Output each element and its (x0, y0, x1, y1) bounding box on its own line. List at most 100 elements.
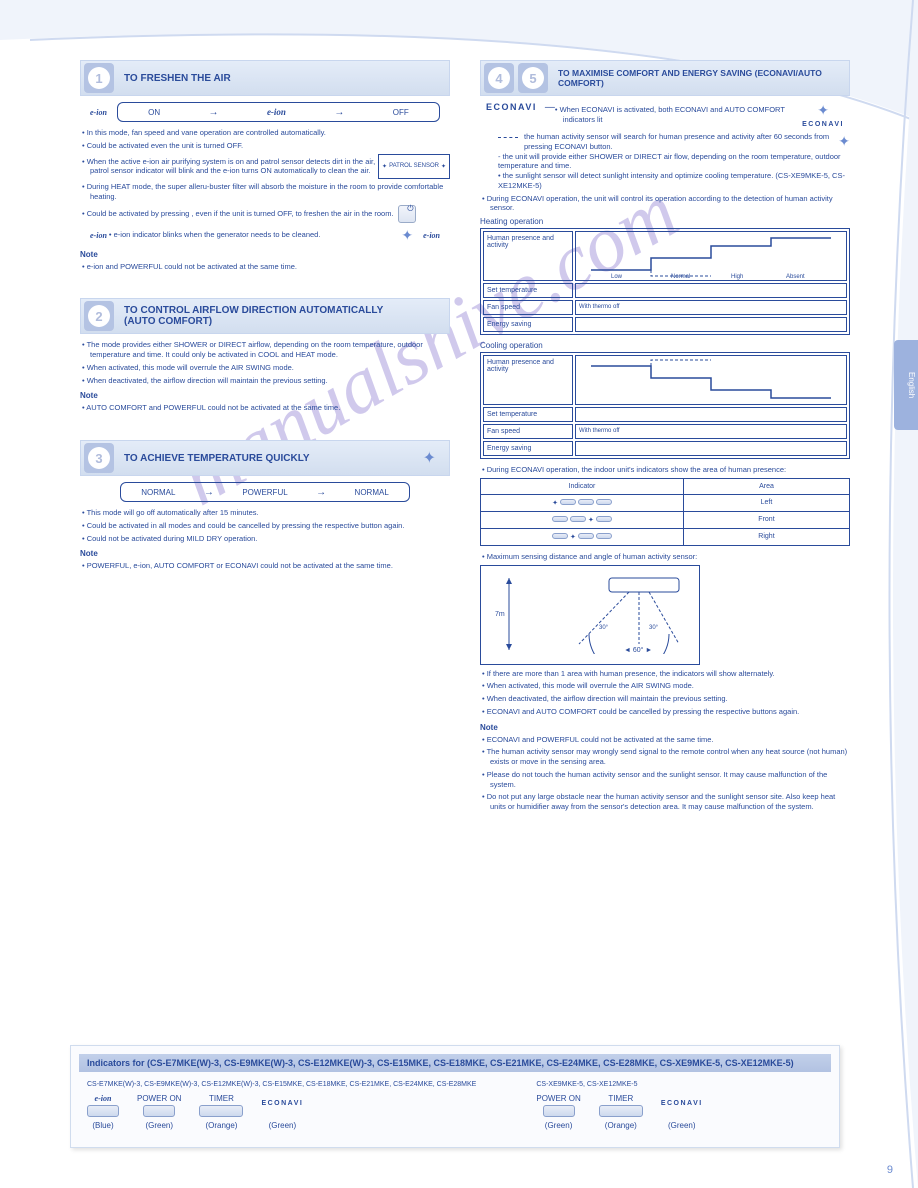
area-table: IndicatorArea ✦ Left ✦ Front ✦ Right (480, 478, 850, 546)
bg-curve-side (858, 0, 918, 1188)
sec3-b2: Could be activated in all modes and coul… (90, 521, 450, 531)
sec1-b5: Could be activated by pressing , even if… (90, 209, 394, 219)
sec3-b3: Could not be activated during MILD DRY o… (90, 534, 450, 544)
led-icon (199, 1105, 243, 1117)
sec4-b9: When activated, this mode will overrule … (490, 681, 850, 691)
svg-text:◄ 60° ►: ◄ 60° ► (624, 646, 652, 654)
sec4-n4: Do not put any large obstacle near the h… (490, 792, 850, 812)
svg-text:Low: Low (611, 274, 623, 280)
section-4-number: 4 (488, 67, 510, 89)
sec4-n3: Please do not touch the human activity s… (490, 770, 850, 790)
sec2-b3: When deactivated, the airflow direction … (90, 376, 450, 386)
sec1-b6: e-ion indicator blinks when the generato… (117, 230, 391, 240)
power-button-icon (398, 205, 416, 223)
cooling-chart: Human presence and activity Set temperat… (480, 352, 850, 459)
led-icon (87, 1105, 119, 1117)
heat-head: Heating operation (480, 217, 850, 226)
footer-indicators-panel: Indicators for (CS-E7MKE(W)-3, CS-E9MKE(… (70, 1045, 840, 1148)
svg-text:30°: 30° (649, 625, 659, 631)
cycle-off: OFF (393, 108, 409, 117)
e-ion-logo: e-ion (90, 108, 107, 117)
svg-text:30°: 30° (599, 625, 609, 631)
powerful-cycle: NORMAL → POWERFUL → NORMAL (120, 482, 410, 502)
sec2-b2: When activated, this mode will overrule … (90, 363, 450, 373)
row-energy: Energy saving (483, 317, 573, 332)
sec3-b1: This mode will go off automatically afte… (90, 508, 450, 518)
sec1-b3: When the active e-ion air purifying syst… (90, 157, 378, 177)
sec1-n1: e-ion and POWERFUL could not be activate… (90, 262, 450, 272)
section-2-number: 2 (88, 305, 110, 327)
sec3-n1: POWERFUL, e-ion, AUTO COMFORT or ECONAVI… (90, 561, 450, 571)
arrow-icon: → (316, 487, 326, 498)
svg-text:Normal: Normal (671, 274, 690, 280)
sec2-b1: The mode provides either SHOWER or DIREC… (90, 340, 450, 360)
sec1-b1: In this mode, fan speed and vane operati… (90, 128, 450, 138)
sec1-note-head: Note (80, 250, 450, 259)
section-3-title: TO ACHIEVE TEMPERATURE QUICKLY (124, 453, 423, 464)
sec4-b8: If there are more than 1 area with human… (490, 669, 850, 679)
footer-left: CS-E7MKE(W)-3, CS-E9MKE(W)-3, CS-E12MKE(… (87, 1080, 476, 1131)
heating-chart: Human presence and activity Low Normal H… (480, 228, 850, 335)
cycle-c: NORMAL (355, 488, 389, 497)
blink-led-icon: ✦ (401, 227, 413, 244)
patrol-sensor-badge: ✦PATROL SENSOR✦ (378, 154, 450, 180)
svg-text:Absent: Absent (786, 274, 805, 280)
sec4-b11: ECONAVI and AUTO COMFORT could be cancel… (490, 707, 850, 717)
sec4-b10: When deactivated, the airflow direction … (490, 694, 850, 704)
sec4-b2: the human activity sensor will search fo… (524, 132, 832, 152)
led-icon (543, 1105, 575, 1117)
cool-head: Cooling operation (480, 341, 850, 350)
arrow-icon: → (204, 487, 214, 498)
cycle-on: ON (148, 108, 160, 117)
patrol-label: PATROL SENSOR (389, 163, 439, 169)
sec4-b4: • the sunlight sensor will detect sunlig… (498, 171, 850, 191)
econavi-logo: ECONAVI (486, 102, 537, 112)
cycle-b: POWERFUL (242, 488, 287, 497)
eion-cycle: ON → e-ion → OFF (117, 102, 440, 122)
led-icon (599, 1105, 643, 1117)
sec4-b3: - the unit will provide either SHOWER or… (498, 152, 850, 172)
section-1-title: TO FRESHEN THE AIR (124, 73, 231, 84)
sec2-n1: AUTO COMFORT and POWERFUL could not be a… (90, 403, 450, 413)
arrow-icon: → (334, 107, 344, 118)
row-fan: Fan speed (483, 300, 573, 315)
cycle-a: NORMAL (141, 488, 175, 497)
footer-head: Indicators for (CS-E7MKE(W)-3, CS-E9MKE(… (79, 1054, 831, 1072)
sec4-note-head: Note (480, 723, 850, 732)
section-3-header: 3 TO ACHIEVE TEMPERATURE QUICKLY ✦ (80, 440, 450, 476)
row-activity2: Human presence and activity (483, 355, 573, 405)
row-activity: Human presence and activity (483, 231, 573, 281)
section-45-header: 4 5 TO MAXIMISE COMFORT AND ENERGY SAVIN… (480, 60, 850, 96)
section-1-header: 1 TO FRESHEN THE AIR (80, 60, 450, 96)
section-2-title: TO CONTROL AIRFLOW DIRECTION AUTOMATICAL… (124, 305, 446, 327)
sec4-b6: During ECONAVI operation, the indoor uni… (490, 465, 850, 475)
sec1-b4: During HEAT mode, the super alleru-buste… (90, 182, 450, 202)
sec4-b1: When ECONAVI is activated, both ECONAVI … (563, 105, 794, 125)
arrow-icon: → (209, 107, 219, 118)
blink-icon: ✦ (838, 132, 850, 152)
sec1-b2: Could be activated even the unit is turn… (90, 141, 450, 151)
footer-right: CS-XE9MKE-5, CS-XE12MKE-5 POWER ON(Green… (536, 1080, 702, 1131)
sec3-note-head: Note (80, 549, 450, 558)
svg-text:High: High (731, 274, 743, 280)
sec4-b7: Maximum sensing distance and angle of hu… (490, 552, 850, 562)
e-ion-logo: e-ion (90, 231, 107, 240)
left-column: 1 TO FRESHEN THE AIR e-ion ON → e-ion → … (80, 60, 450, 815)
section-1-number: 1 (88, 67, 110, 89)
page-number: 9 (887, 1164, 893, 1176)
section-45-title: TO MAXIMISE COMFORT AND ENERGY SAVING (E… (558, 68, 846, 88)
section-5-number: 5 (522, 67, 544, 89)
svg-text:7m: 7m (495, 611, 505, 618)
sec4-n2: The human activity sensor may wrongly se… (490, 747, 850, 767)
blink-icon: ✦ (802, 102, 844, 119)
heat-step-chart: Low Normal High Absent (576, 232, 846, 280)
sensing-diagram: 7m 30° 30° ◄ 60° ► (480, 565, 700, 665)
blink-led-icon: ✦ (423, 448, 436, 468)
page-content: 1 TO FRESHEN THE AIR e-ion ON → e-ion → … (80, 60, 850, 815)
sec4-n1: ECONAVI and POWERFUL could not be activa… (490, 735, 850, 745)
right-column: 4 5 TO MAXIMISE COMFORT AND ENERGY SAVIN… (480, 60, 850, 815)
sec2-note-head: Note (80, 391, 450, 400)
sec4-b5: During ECONAVI operation, the unit will … (490, 194, 850, 214)
side-language-tab: English (894, 340, 918, 430)
cycle-mid: e-ion (267, 107, 286, 117)
